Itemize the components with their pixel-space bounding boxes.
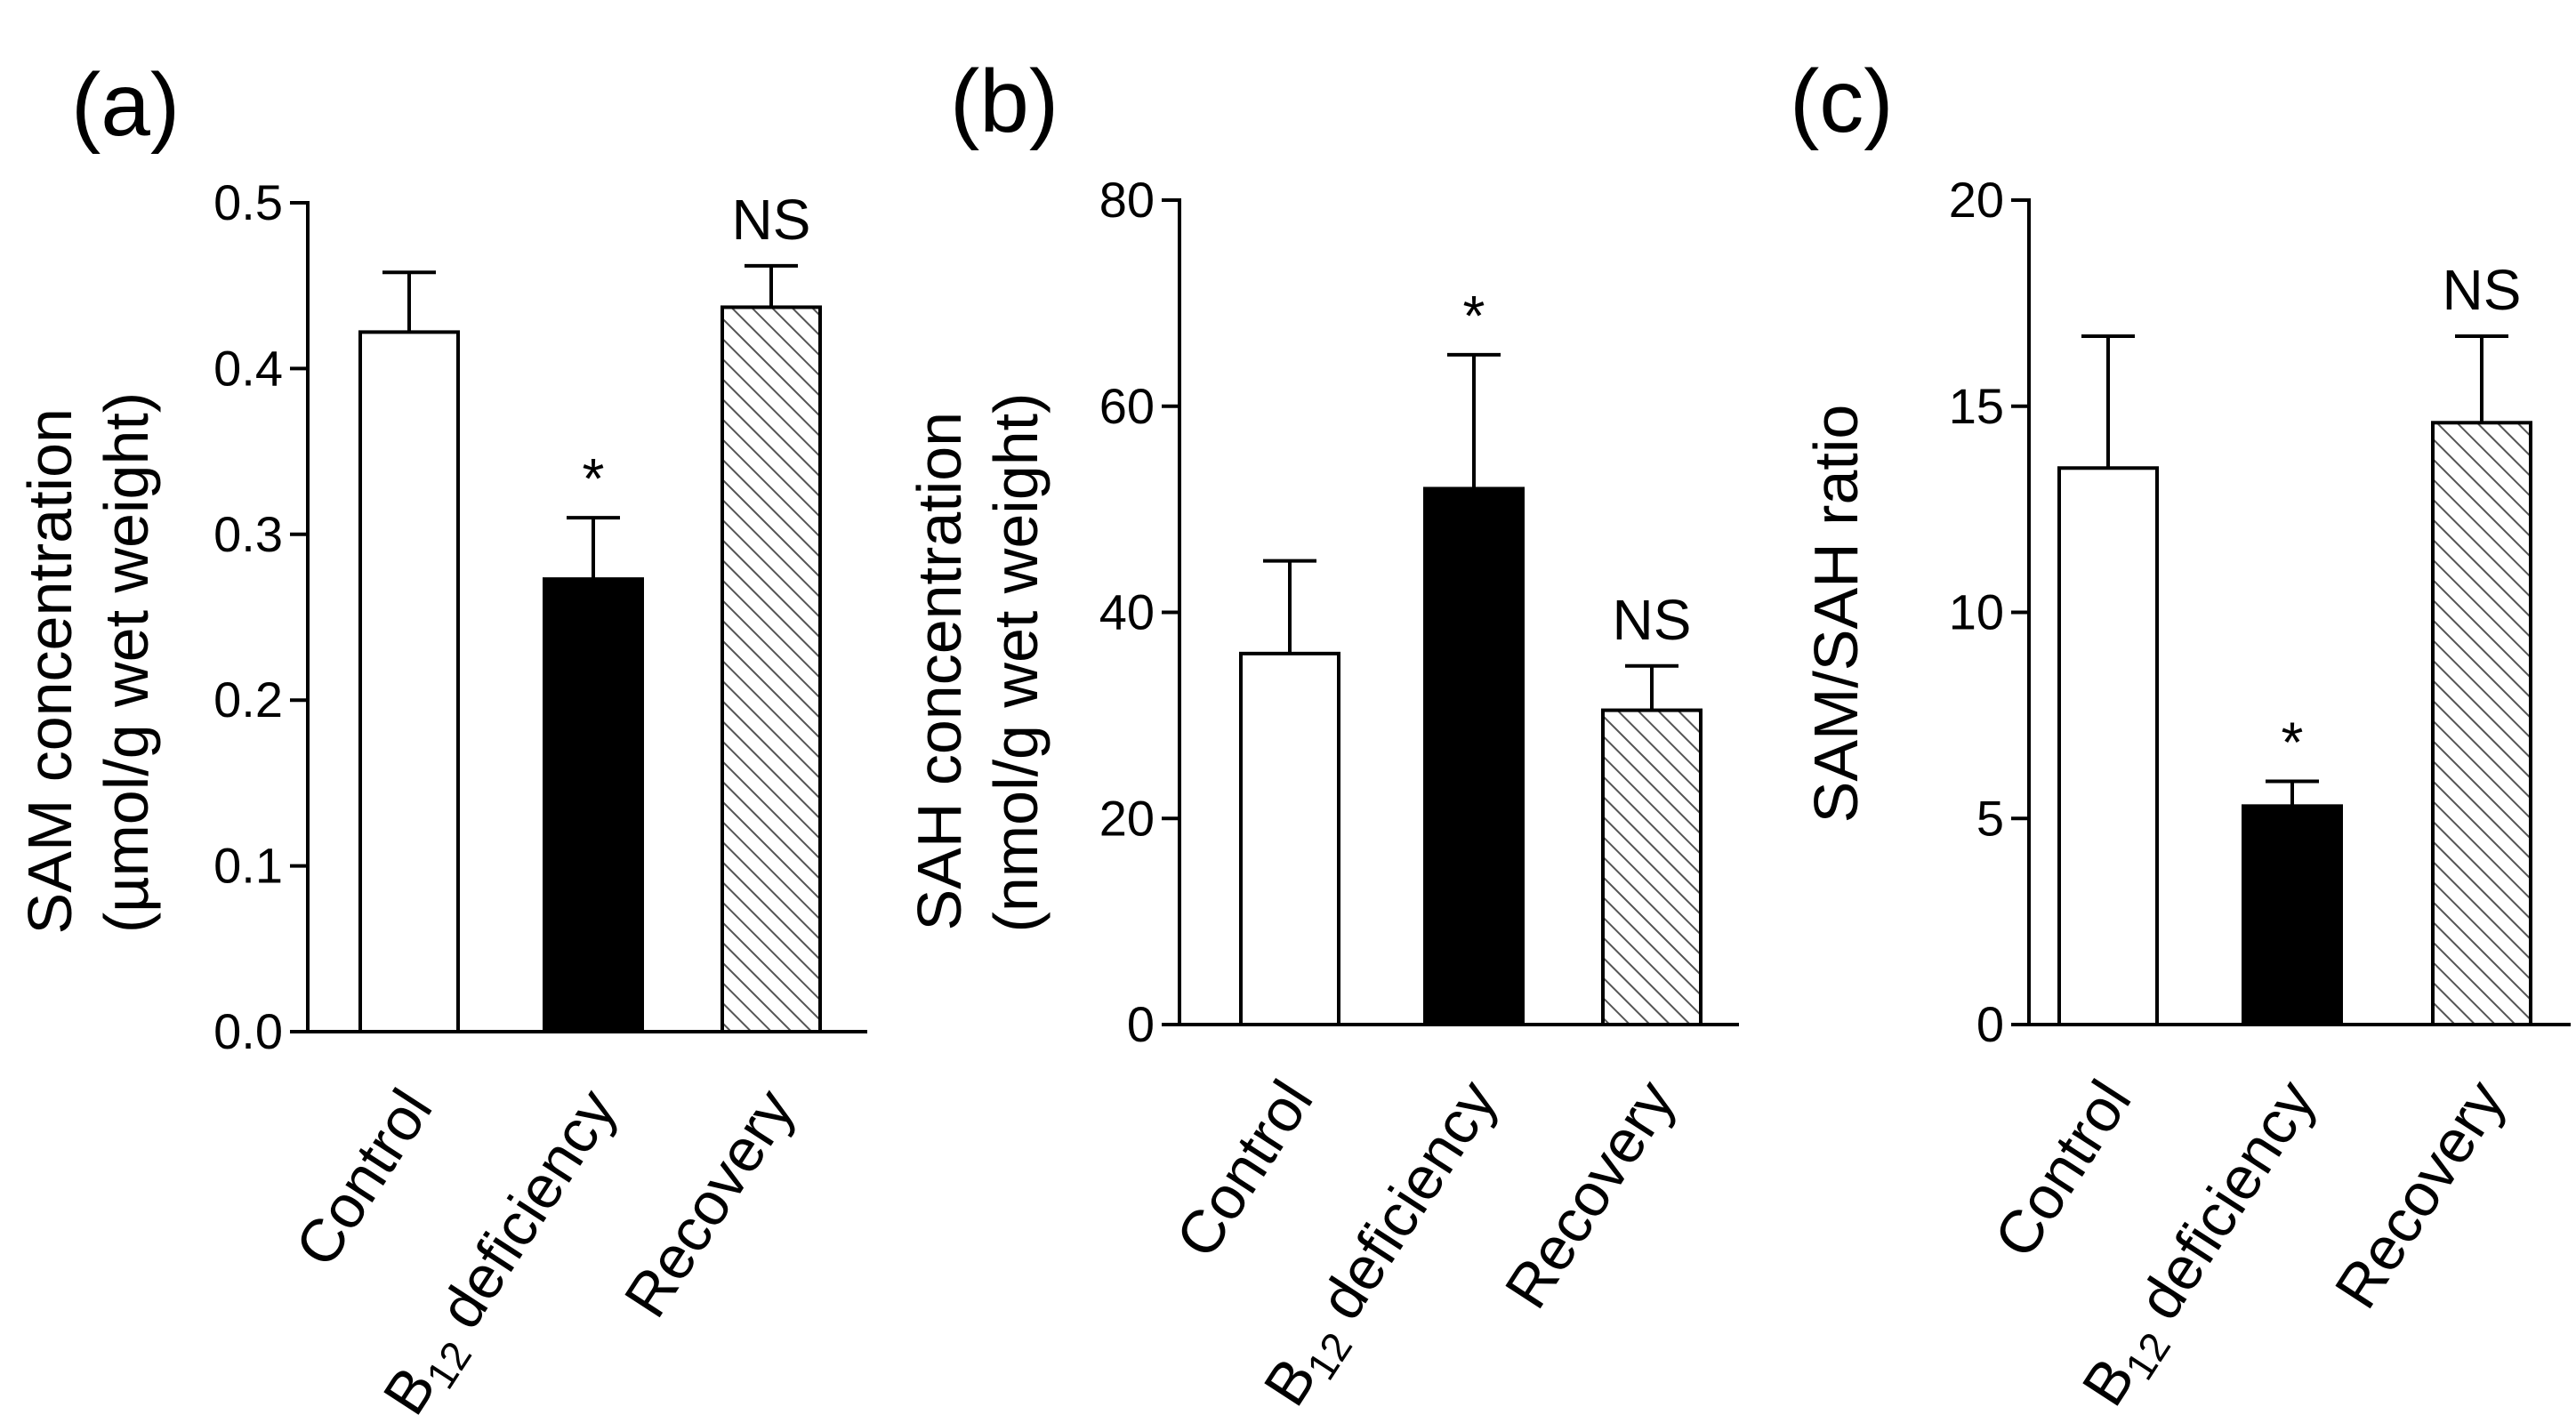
- y-tick-label: 0.4: [213, 340, 283, 396]
- not-significant-label: NS: [732, 188, 811, 252]
- y-tick-label: 15: [1949, 378, 2004, 434]
- significance-star: *: [583, 446, 605, 511]
- bar-recovery: [2431, 421, 2532, 1027]
- panel-b: (b) SAH concentration (nmol/g wet weight…: [905, 52, 1739, 1418]
- not-significant-label: NS: [2443, 258, 2522, 322]
- y-tick-label: 20: [1949, 172, 2004, 228]
- panel-label-b: (b): [950, 52, 1059, 151]
- category-label: Control: [1163, 1069, 1325, 1269]
- not-significant-label: NS: [1613, 588, 1692, 652]
- bar-b12-deficiency: [2242, 804, 2343, 1026]
- y-tick-label: 0: [1976, 996, 2004, 1052]
- y-tick-label: 0.0: [213, 1003, 283, 1059]
- bar-b12-deficiency: [543, 577, 644, 1033]
- y-axis-title-c: SAM/SAH ratio: [1801, 405, 1871, 824]
- bar-recovery: [1601, 708, 1703, 1026]
- bar-recovery: [720, 305, 822, 1033]
- y-tick-label: 60: [1099, 378, 1155, 434]
- category-label: Recovery: [2322, 1069, 2517, 1320]
- y-tick-label: 10: [1949, 584, 2004, 640]
- y-tick-label: 5: [1976, 790, 2004, 846]
- y-axis-title-a: SAM concentration (µmol/g wet weight): [15, 391, 161, 935]
- y-tick-label: 40: [1099, 584, 1155, 640]
- y-tick-label: 0.2: [213, 671, 283, 728]
- category-label: Recovery: [611, 1078, 807, 1329]
- bar-b12-deficiency: [1423, 486, 1525, 1026]
- y-tick-label: 80: [1099, 172, 1155, 228]
- significance-star: *: [1463, 284, 1485, 348]
- category-label: Control: [282, 1078, 445, 1278]
- bar-control: [1239, 651, 1340, 1026]
- y-axis-title-b: SAH concentration (nmol/g wet weight): [905, 393, 1051, 933]
- bar-control: [2057, 466, 2159, 1026]
- panel-a: (a) SAM concentration (µmol/g wet weight…: [15, 55, 867, 1423]
- category-label: Control: [1981, 1069, 2144, 1269]
- panel-label-a: (a): [71, 55, 180, 155]
- significance-star: *: [2282, 711, 2304, 775]
- bar-control: [358, 330, 460, 1033]
- y-tick-label: 0.1: [213, 838, 283, 894]
- y-tick-label: 0: [1127, 996, 1155, 1052]
- y-tick-label: 0.3: [213, 506, 283, 562]
- y-tick-label: 20: [1099, 790, 1155, 846]
- panel-label-c: (c): [1790, 52, 1894, 151]
- category-label: Recovery: [1492, 1069, 1687, 1320]
- y-tick-label: 0.5: [213, 174, 283, 230]
